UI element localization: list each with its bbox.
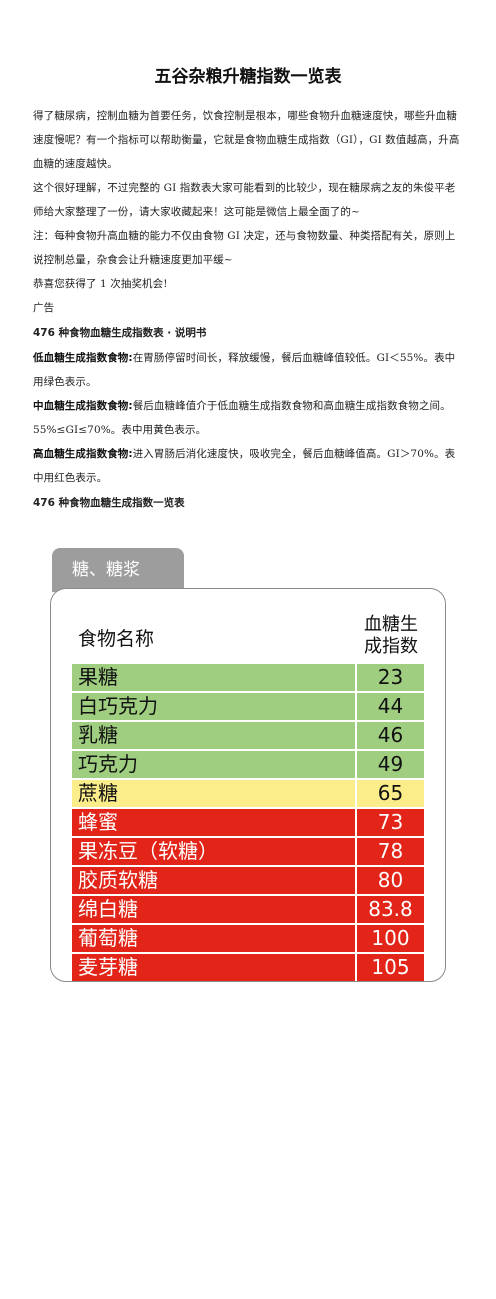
note-paragraph: 注：每种食物升高血糖的能力不仅由食物 GI 决定，还与食物数量、种类搭配有关，原… <box>33 230 456 266</box>
table-row: 胶质软糖 80 <box>72 867 424 894</box>
gi-value-cell: 83.8 <box>357 896 424 923</box>
gi-value-cell: 80 <box>357 867 424 894</box>
column-header-food-name: 食物名称 <box>78 628 155 650</box>
gi-value-cell: 100 <box>357 925 424 952</box>
legend-high-text: 进入胃肠后消化速度快，吸收完全，餐后血糖峰值高。GI＞70%。表中用红色表示。 <box>33 448 456 484</box>
column-header-gi-line1: 血糖生 <box>364 614 418 635</box>
food-name-cell: 麦芽糖 <box>72 954 355 981</box>
category-tab: 糖、糖浆 <box>52 548 184 592</box>
food-name-cell: 蜂蜜 <box>72 809 355 836</box>
gi-value-cell: 73 <box>357 809 424 836</box>
legend-low: 低血糖生成指数食物:在胃肠停留时间长，释放缓慢，餐后血糖峰值较低。GI＜55%。… <box>33 346 465 394</box>
legend-low-label: 低血糖生成指数食物: <box>33 352 133 364</box>
food-name-cell: 绵白糖 <box>72 896 355 923</box>
table-row: 乳糖 46 <box>72 722 424 749</box>
table-row: 蔗糖 65 <box>72 780 424 807</box>
table-row: 白巧克力 44 <box>72 693 424 720</box>
table-row: 果糖 23 <box>72 664 424 691</box>
gi-value-cell: 46 <box>357 722 424 749</box>
legend-high: 高血糖生成指数食物:进入胃肠后消化速度快，吸收完全，餐后血糖峰值高。GI＞70%… <box>33 442 465 490</box>
gi-value-cell: 65 <box>357 780 424 807</box>
gi-value-cell: 78 <box>357 838 424 865</box>
table-row: 绵白糖 83.8 <box>72 896 424 923</box>
food-name-cell: 蔗糖 <box>72 780 355 807</box>
gi-value-cell: 49 <box>357 751 424 778</box>
column-header-gi: 血糖生 成指数 <box>356 614 426 658</box>
legend-mid: 中血糖生成指数食物:餐后血糖峰值介于低血糖生成指数食物和高血糖生成指数食物之间。… <box>33 394 465 442</box>
article-body: 得了糖尿病，控制血糖为首要任务，饮食控制是根本，哪些食物升血糖速度快，哪些升血糖… <box>33 104 465 516</box>
food-name-cell: 白巧克力 <box>72 693 355 720</box>
gi-value-cell: 44 <box>357 693 424 720</box>
table-row: 葡萄糖 100 <box>72 925 424 952</box>
table-row: 果冻豆（软糖） 78 <box>72 838 424 865</box>
food-name-cell: 葡萄糖 <box>72 925 355 952</box>
food-name-cell: 果糖 <box>72 664 355 691</box>
intro-paragraph-1: 得了糖尿病，控制血糖为首要任务，饮食控制是根本，哪些食物升血糖速度快，哪些升血糖… <box>33 110 460 170</box>
column-header-gi-line2: 成指数 <box>364 636 418 657</box>
table-heading: 476 种食物血糖生成指数一览表 <box>33 497 185 509</box>
table-row: 麦芽糖 105 <box>72 954 424 981</box>
legend-high-label: 高血糖生成指数食物: <box>33 448 133 460</box>
legend-low-text: 在胃肠停留时间长，释放缓慢，餐后血糖峰值较低。GI＜55%。表中用绿色表示。 <box>33 352 456 388</box>
intro-paragraph-2: 这个很好理解，不过完整的 GI 指数表大家可能看到的比较少，现在糖尿病之友的朱俊… <box>33 182 456 218</box>
gi-value-cell: 23 <box>357 664 424 691</box>
table-row: 蜂蜜 73 <box>72 809 424 836</box>
food-name-cell: 巧克力 <box>72 751 355 778</box>
food-name-cell: 乳糖 <box>72 722 355 749</box>
prize-link[interactable]: 恭喜您获得了 1 次抽奖机会! <box>33 278 168 290</box>
gi-table-rows: 果糖 23 白巧克力 44 乳糖 46 巧克力 49 蔗糖 65 蜂蜜 73 果冻豆（软糖） 78 胶质软糖… <box>72 664 424 983</box>
page-title: 五谷杂粮升糖指数一览表 <box>154 67 342 87</box>
food-name-cell: 果冻豆（软糖） <box>72 838 355 865</box>
legend-mid-text: 餐后血糖峰值介于低血糖生成指数食物和高血糖生成指数食物之间。55%≤GI≤70%… <box>33 400 451 436</box>
table-row: 巧克力 49 <box>72 751 424 778</box>
ad-label: 广告 <box>33 302 55 314</box>
food-name-cell: 胶质软糖 <box>72 867 355 894</box>
legend-mid-label: 中血糖生成指数食物: <box>33 400 133 412</box>
legend-heading: 476 种食物血糖生成指数表 · 说明书 <box>33 327 207 339</box>
gi-value-cell: 105 <box>357 954 424 981</box>
